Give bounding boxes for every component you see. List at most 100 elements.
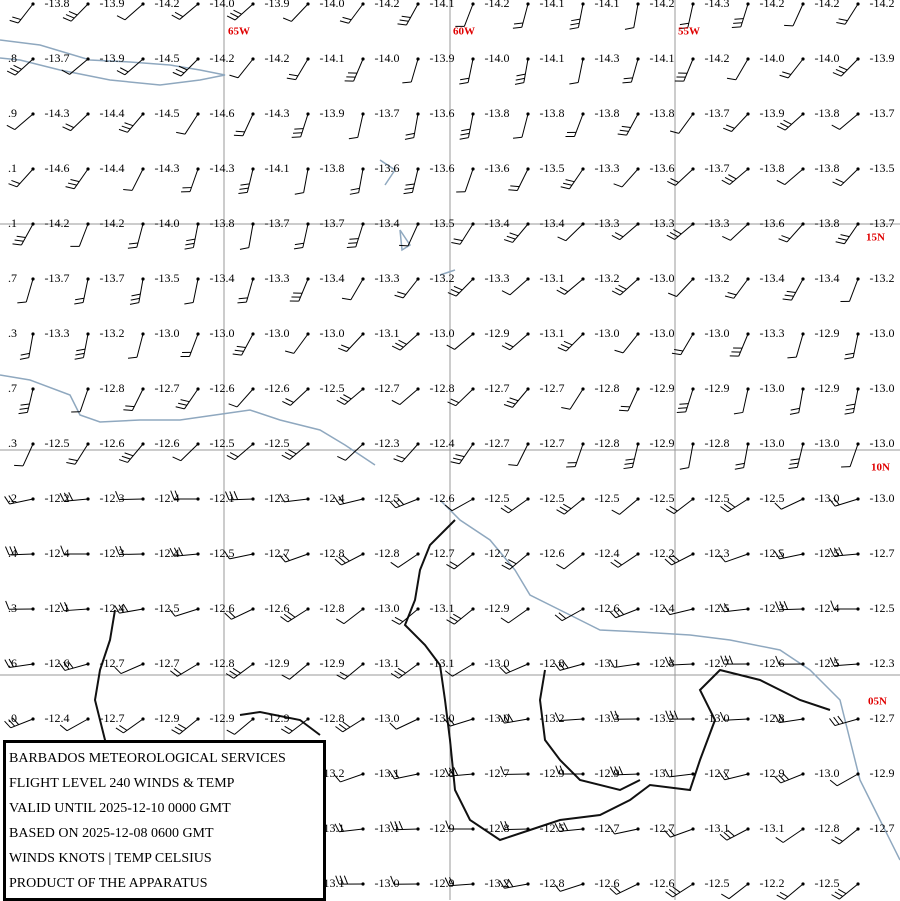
temperature-label: -13.1 [375, 656, 400, 670]
temperature-label: -14.1 [540, 51, 565, 65]
temperature-label: -12.6 [760, 656, 785, 670]
temperature-label: -12.5 [265, 436, 290, 450]
temperature-label: -12.4 [155, 546, 180, 560]
temperature-label: -12.7 [100, 711, 125, 725]
temperature-label: -14.1 [540, 0, 565, 10]
temperature-label: -12.7 [705, 766, 730, 780]
temperature-label: -12.5 [815, 876, 840, 890]
temperature-label: -13.3 [45, 326, 70, 340]
temperature-label: -12.7 [705, 656, 730, 670]
temperature-label: -13.6 [430, 106, 455, 120]
temperature-label: .0 [8, 711, 17, 725]
temperature-label: -14.2 [870, 0, 895, 10]
temperature-label: -14.2 [375, 0, 400, 10]
temperature-label: -14.2 [155, 0, 180, 10]
temperature-label: -13.2 [705, 271, 730, 285]
temperature-label: -14.0 [155, 216, 180, 230]
temperature-label: -13.8 [540, 106, 565, 120]
temperature-label: -13.1 [650, 766, 675, 780]
barb-feather [732, 27, 741, 28]
temperature-label: -12.4 [320, 491, 345, 505]
temperature-label: -12.7 [375, 381, 400, 395]
temperature-label: -13.0 [155, 326, 180, 340]
temperature-label: -14.3 [45, 106, 70, 120]
temperature-label: -12.8 [705, 436, 730, 450]
longitude-label: 55W [678, 26, 700, 38]
temperature-label: -14.0 [320, 0, 345, 10]
temperature-label: .4 [8, 546, 17, 560]
temperature-label: -13.1 [540, 271, 565, 285]
temperature-label: -14.2 [705, 51, 730, 65]
temperature-label: -12.7 [595, 821, 620, 835]
temperature-label: -12.8 [540, 876, 565, 890]
temperature-label: .7 [8, 271, 17, 285]
temperature-label: -12.8 [595, 381, 620, 395]
temperature-label: -12.9 [265, 711, 290, 725]
barb-feather [292, 137, 301, 138]
temperature-label: -13.7 [45, 51, 70, 65]
temperature-label: -13.9 [760, 106, 785, 120]
temperature-label: -13.0 [760, 381, 785, 395]
barb-feather [294, 129, 303, 130]
temperature-label: -12.9 [430, 876, 455, 890]
temperature-label: -14.1 [320, 51, 345, 65]
temperature-label: -12.5 [155, 601, 180, 615]
temperature-label: -12.5 [210, 546, 235, 560]
temperature-label: -12.7 [870, 711, 895, 725]
temperature-label: -12.6 [45, 656, 70, 670]
barb-feather [619, 410, 628, 411]
temperature-label: -12.9 [265, 656, 290, 670]
temperature-label: -13.3 [485, 271, 510, 285]
temperature-label: -13.7 [45, 271, 70, 285]
temperature-label: -13.1 [430, 601, 455, 615]
temperature-label: -12.9 [485, 601, 510, 615]
temperature-label: -14.4 [100, 161, 125, 175]
temperature-label: -12.5 [210, 436, 235, 450]
temperature-label: -12.9 [870, 766, 895, 780]
temperature-label: -14.5 [155, 106, 180, 120]
temperature-label: -12.5 [320, 381, 345, 395]
temperature-label: -12.7 [430, 546, 455, 560]
temperature-label: -12.9 [485, 326, 510, 340]
temperature-label: -12.6 [650, 876, 675, 890]
temperature-label: -13.8 [815, 216, 840, 230]
temperature-label: -12.5 [375, 491, 400, 505]
temperature-label: -12.5 [760, 491, 785, 505]
temperature-label: -13.7 [375, 106, 400, 120]
temperature-label: -13.8 [210, 216, 235, 230]
temperature-label: -12.9 [650, 436, 675, 450]
temperature-label: -13.0 [870, 326, 895, 340]
barb-feather [678, 408, 687, 409]
temperature-label: -12.9 [430, 821, 455, 835]
temperature-label: -13.2 [595, 271, 620, 285]
temperature-label: -13.5 [540, 161, 565, 175]
temperature-label: -13.2 [485, 876, 510, 890]
temperature-label: -14.5 [155, 51, 180, 65]
temperature-label: -12.4 [155, 491, 180, 505]
temperature-label: -12.7 [485, 546, 510, 560]
temperature-label: -12.8 [540, 656, 565, 670]
info-line: FLIGHT LEVEL 240 WINDS & TEMP [9, 771, 323, 796]
temperature-label: .2 [8, 491, 17, 505]
temperature-label: -13.7 [320, 216, 345, 230]
temperature-label: -12.3 [870, 656, 895, 670]
temperature-label: -14.3 [595, 51, 620, 65]
temperature-label: -13.2 [430, 271, 455, 285]
barb-feather [349, 239, 358, 240]
temperature-label: -13.0 [375, 711, 400, 725]
temperature-label: -14.3 [265, 106, 290, 120]
temperature-label: -12.8 [485, 821, 510, 835]
info-line: BARBADOS METEOROLOGICAL SERVICES [9, 746, 323, 771]
barb-feather [621, 406, 630, 407]
temperature-label: -13.0 [870, 491, 895, 505]
temperature-label: -14.2 [815, 0, 840, 10]
temperature-label: -12.9 [540, 766, 565, 780]
temperature-label: -13.0 [485, 656, 510, 670]
temperature-label: -12.5 [705, 601, 730, 615]
temperature-label: -12.8 [430, 381, 455, 395]
temperature-label: -12.6 [210, 601, 235, 615]
temperature-label: -13.8 [815, 106, 840, 120]
temperature-label: -12.8 [595, 436, 620, 450]
temperature-label: .9 [8, 106, 17, 120]
